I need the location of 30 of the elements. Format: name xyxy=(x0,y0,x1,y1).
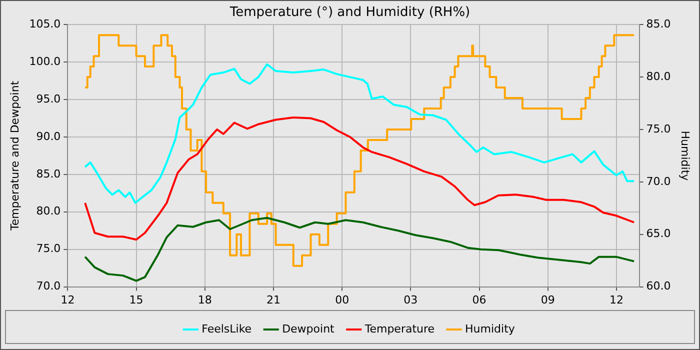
x-tick-label: 03 xyxy=(404,293,418,306)
y-tick-label: 75.0 xyxy=(36,242,61,256)
y2-tick-label: 60.0 xyxy=(646,280,671,293)
y-tick-label: 100.0 xyxy=(29,54,61,68)
y-tick-label: 85.0 xyxy=(36,167,61,180)
y2-tick-label: 75.0 xyxy=(646,122,671,136)
legend-label: Humidity xyxy=(465,322,516,336)
x-tick-label: 12 xyxy=(609,293,624,306)
x-tick-label: 21 xyxy=(266,293,280,306)
x-tick-label: 06 xyxy=(472,293,486,306)
y-axis-title: Temperature and Dewpoint xyxy=(8,80,22,232)
y-tick-label: 70.0 xyxy=(36,280,61,293)
x-tick-label: 12 xyxy=(60,293,75,306)
y-tick-label: 105.0 xyxy=(29,17,61,30)
legend-label: Dewpoint xyxy=(282,322,336,336)
y-tick-label: 80.0 xyxy=(36,204,61,218)
y-tick-label: 95.0 xyxy=(36,92,61,106)
y2-tick-label: 70.0 xyxy=(646,174,671,188)
y-tick-label: 90.0 xyxy=(36,130,61,143)
y2-axis-title: Humidity xyxy=(678,130,692,182)
x-tick-label: 09 xyxy=(540,293,555,306)
y2-tick-label: 80.0 xyxy=(646,70,671,83)
y2-tick-label: 85.0 xyxy=(646,17,671,30)
chart-title: Temperature (°) and Humidity (RH%) xyxy=(228,5,470,20)
x-tick-label: 18 xyxy=(198,293,212,306)
x-tick-label: 15 xyxy=(129,293,144,306)
legend-label: FeelsLike xyxy=(202,322,252,336)
y2-tick-label: 65.0 xyxy=(646,227,671,240)
legend-label: Temperature xyxy=(364,322,435,336)
x-tick-label: 00 xyxy=(335,293,350,306)
